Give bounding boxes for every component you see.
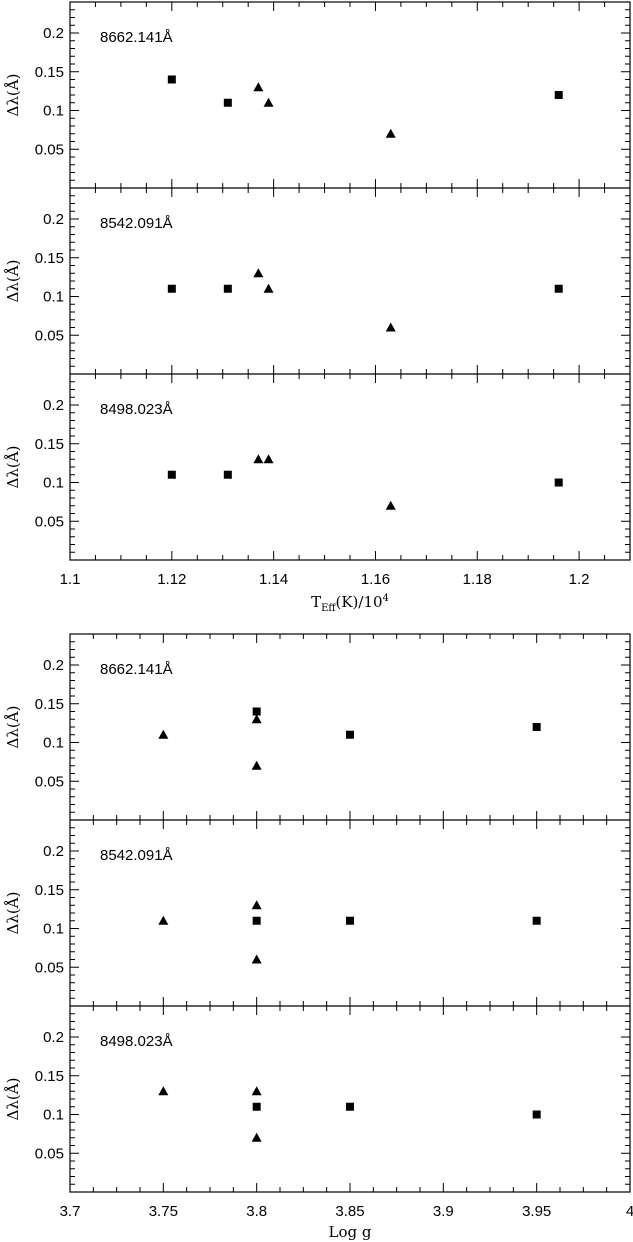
square-marker (252, 1102, 261, 1111)
panel-1: 0.05 0.1 0.15 0.2 8662.141Å Δλ(Å) (4, 634, 631, 820)
y-axis-label: Δλ(Å) (4, 706, 22, 749)
panel-3: 0.05 0.1 0.15 0.2 8498.023Å Δλ(Å) (4, 1005, 631, 1192)
triangle-marker (253, 82, 264, 92)
y-axis-label: Δλ(Å) (4, 74, 22, 117)
y-axis-label: Δλ(Å) (4, 446, 22, 489)
triangle-marker (263, 97, 274, 107)
x-tick-label: 3.75 (149, 1203, 178, 1220)
panel-label: 8662.141Å (100, 29, 173, 46)
square-marker (252, 916, 261, 925)
y-tick-label: 0.15 (35, 64, 64, 81)
panel-3: 0.05 0.1 0.15 0.2 8498.023Å Δλ(Å) (4, 373, 631, 560)
x-axis-label: Log g (329, 1223, 372, 1241)
x-tick-label: 1.1 (60, 571, 81, 588)
y-axis-label: Δλ(Å) (4, 260, 22, 303)
square-marker (167, 284, 176, 293)
triangle-marker (263, 454, 274, 464)
panel-label: 8498.023Å (100, 401, 173, 418)
panel-label: 8662.141Å (100, 661, 173, 678)
y-tick-label: 0.05 (35, 141, 64, 158)
y-axis-label: Δλ(Å) (4, 1078, 22, 1121)
square-marker (252, 707, 261, 716)
x-tick-label: 3.8 (246, 1203, 267, 1220)
x-tick-label: 4 (626, 1203, 633, 1220)
triangle-marker (158, 729, 169, 739)
panel-label: 8542.091Å (100, 847, 173, 864)
y-tick-label: 0.05 (35, 1145, 64, 1162)
square-marker (532, 1110, 541, 1119)
triangle-marker (251, 760, 262, 770)
x-tick-label: 3.7 (60, 1203, 81, 1220)
panel-label: 8498.023Å (100, 1033, 173, 1050)
triangle-marker (253, 268, 264, 278)
square-marker (223, 98, 232, 107)
square-marker (223, 284, 232, 293)
x-tick-label: 1.14 (259, 571, 288, 588)
y-tick-label: 0.2 (43, 25, 64, 42)
y-tick-label: 0.05 (35, 327, 64, 344)
square-marker (167, 470, 176, 479)
triangle-marker (251, 954, 262, 964)
y-tick-label: 0.1 (43, 475, 64, 492)
x-tick-label: 1.12 (157, 571, 186, 588)
chart-2: 0.050.10.150.2 8662.141ÅΔλ(Å)0.050.10.150… (4, 633, 633, 1241)
square-marker (346, 1102, 354, 1111)
square-marker (532, 723, 541, 731)
panel-label: 8542.091Å (100, 215, 173, 232)
y-tick-label: 0.1 (43, 103, 64, 120)
y-axis-label: Δλ(Å) (4, 892, 22, 935)
plot-frame (69, 1, 631, 561)
y-tick-label: 0.15 (35, 436, 64, 453)
square-marker (223, 470, 232, 479)
square-marker (554, 91, 563, 99)
square-marker (346, 730, 354, 739)
y-tick-label: 0.05 (35, 959, 64, 976)
x-tick-label: 3.9 (433, 1203, 454, 1220)
y-tick-label: 0.2 (43, 1029, 64, 1046)
triangle-marker (251, 900, 262, 910)
x-axis-label: TEff(K)/104 (311, 593, 389, 614)
panel-1: 0.05 0.1 0.15 0.2 8662.141Å Δλ(Å) (4, 2, 631, 188)
y-tick-label: 0.15 (35, 882, 64, 899)
y-tick-label: 0.2 (43, 211, 64, 228)
y-tick-label: 0.2 (43, 397, 64, 414)
square-marker (346, 916, 354, 925)
triangle-marker (251, 714, 262, 724)
triangle-marker (385, 500, 396, 510)
triangle-marker (385, 322, 396, 332)
square-marker (532, 916, 541, 925)
triangle-marker (158, 915, 169, 925)
triangle-marker (158, 1086, 169, 1096)
y-tick-label: 0.2 (43, 843, 64, 860)
triangle-marker (251, 1086, 262, 1096)
y-tick-label: 0.15 (35, 250, 64, 267)
triangle-marker (251, 1132, 262, 1142)
x-tick-label: 3.95 (522, 1203, 551, 1220)
chart-1: 0.050.10.150.2 8662.141ÅΔλ(Å)0.050.10.150… (4, 1, 631, 614)
triangle-marker (263, 283, 274, 293)
square-marker (554, 478, 563, 487)
y-tick-label: 0.1 (43, 1107, 64, 1124)
x-tick-label: 1.2 (569, 571, 590, 588)
triangle-marker (253, 454, 264, 464)
x-tick-label: 3.85 (335, 1203, 364, 1220)
x-tick-label: 1.18 (463, 571, 492, 588)
y-tick-label: 0.1 (43, 289, 64, 306)
square-marker (554, 284, 563, 293)
panel-2: 0.05 0.1 0.15 0.2 8542.091Å Δλ(Å) (4, 187, 631, 374)
y-tick-label: 0.15 (35, 696, 64, 713)
y-tick-label: 0.15 (35, 1068, 64, 1085)
square-marker (167, 75, 176, 84)
panel-2: 0.05 0.1 0.15 0.2 8542.091Å Δλ(Å) (4, 819, 631, 1006)
y-tick-label: 0.2 (43, 657, 64, 674)
x-tick-label: 1.16 (361, 571, 390, 588)
y-tick-label: 0.1 (43, 735, 64, 752)
y-tick-label: 0.1 (43, 921, 64, 938)
y-tick-label: 0.05 (35, 773, 64, 790)
y-tick-label: 0.05 (35, 513, 64, 530)
triangle-marker (385, 128, 396, 138)
